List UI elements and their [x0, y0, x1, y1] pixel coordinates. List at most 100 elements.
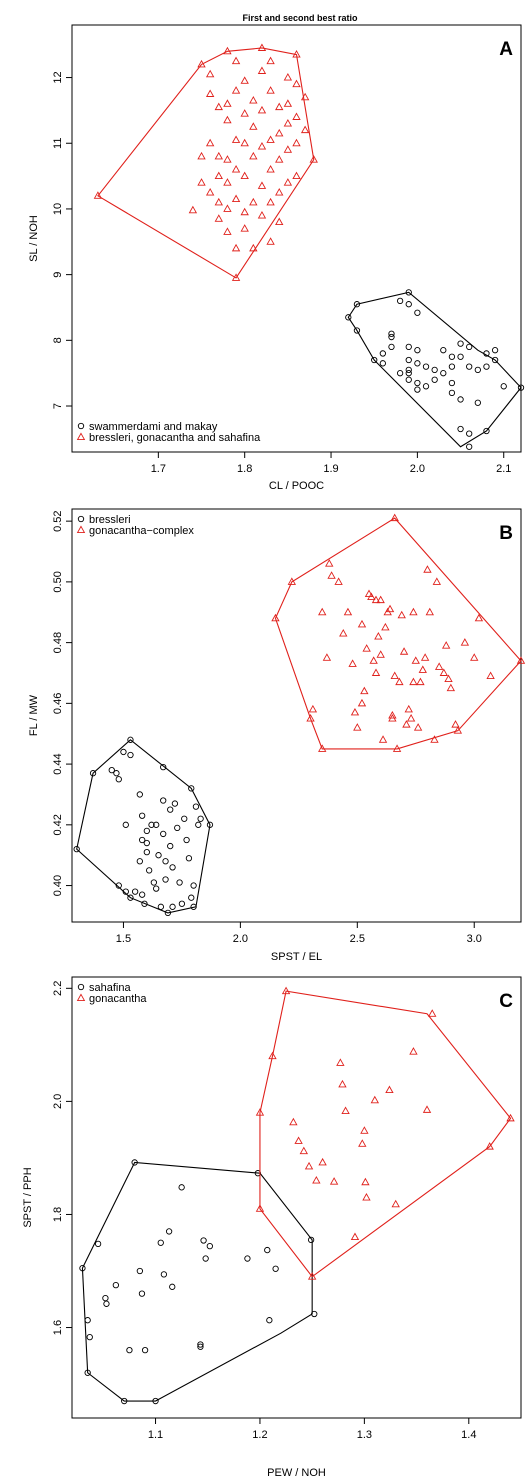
x-axis-label: CL / POOC [269, 480, 324, 492]
y-tick-label: 0.46 [52, 693, 64, 714]
data-point-circle [307, 1236, 315, 1244]
data-point-triangle [416, 677, 425, 686]
data-point-circle [388, 333, 395, 341]
data-point-circle [176, 879, 183, 886]
x-tick-label: 1.4 [461, 1429, 476, 1441]
data-point-circle [120, 748, 127, 756]
panel-letter: B [499, 523, 513, 544]
data-point-triangle [223, 178, 232, 186]
x-tick-label: 1.1 [148, 1429, 163, 1441]
data-point-triangle [223, 155, 232, 163]
data-point-triangle [411, 656, 420, 664]
data-point-circle [143, 849, 150, 856]
chart-panel-c: 1.1 1.2 1.3 1.4 1.6 1.8 2.0 2.2 PEW / NOH SPST / … [22, 976, 522, 1479]
plot-frame [71, 508, 522, 923]
y-tick-label: 0.48 [52, 632, 64, 653]
data-point-circle [94, 1240, 102, 1248]
legend-label: bressleri [89, 514, 131, 526]
data-point-triangle [318, 744, 327, 752]
data-point-triangle [214, 151, 223, 160]
data-point-circle [405, 370, 412, 377]
data-point-triangle [266, 56, 275, 65]
x-tick-label: 2.0 [410, 463, 425, 475]
data-point-circle [171, 800, 179, 807]
data-point-triangle [283, 99, 293, 107]
y-tick-label: 10 [52, 203, 64, 215]
data-point-circle [457, 353, 464, 360]
data-point-circle [448, 379, 456, 387]
y-tick-label: 0.44 [52, 753, 64, 774]
convex-hull [97, 47, 315, 279]
data-point-triangle [388, 710, 397, 719]
data-point-circle [121, 1397, 128, 1405]
data-point-circle [157, 903, 165, 910]
data-point-triangle [214, 197, 223, 206]
data-point-circle [440, 347, 447, 354]
data-point-triangle [338, 1079, 347, 1088]
data-point-triangle [360, 686, 369, 695]
x-axis-label: PEW / NOH [267, 1467, 326, 1479]
data-point-triangle [249, 122, 258, 130]
data-point-circle [379, 360, 386, 367]
data-point-triangle [300, 92, 310, 101]
convex-hull [274, 517, 522, 750]
data-point-circle [405, 289, 412, 296]
data-point-triangle [318, 607, 327, 616]
data-point-circle [405, 366, 412, 374]
legend-marker-circle [77, 515, 85, 523]
data-point-triangle [341, 1106, 350, 1114]
chart-panel-a: 1.7 1.8 1.9 2.0 2.1 7 8 9 10 11 12 CL / POOC SL / NO… [28, 24, 525, 492]
data-point-circle [396, 297, 404, 305]
x-tick-label: 1.5 [116, 933, 131, 945]
legend-marker-triangle [76, 432, 86, 440]
data-point-circle [148, 821, 155, 828]
data-point-circle [414, 309, 421, 316]
y-tick-label: 1.8 [52, 1207, 64, 1222]
data-point-circle [200, 1237, 207, 1244]
x-axis-label: SPST / EL [271, 951, 322, 963]
data-point-triangle [266, 86, 275, 94]
data-point-circle [206, 1242, 213, 1250]
data-point-circle [422, 383, 430, 390]
x-tick-label: 2.0 [233, 933, 248, 945]
y-tick-label: 0.40 [52, 875, 64, 896]
data-point-circle [414, 347, 421, 354]
data-point-triangle [257, 210, 267, 219]
data-point-circle [345, 314, 352, 321]
data-point-circle [131, 888, 139, 895]
data-point-triangle [231, 273, 241, 281]
x-tick-label: 1.8 [237, 463, 252, 475]
data-point-triangle [240, 207, 249, 216]
data-point-circle [102, 1294, 109, 1302]
data-point-triangle [257, 142, 267, 150]
data-point-triangle [430, 735, 439, 743]
data-point-circle [113, 770, 120, 777]
data-point-circle [197, 815, 204, 822]
data-point-triangle [266, 197, 275, 206]
data-point-circle [431, 376, 438, 383]
data-point-circle [244, 1255, 251, 1262]
data-point-circle [272, 1265, 279, 1272]
x-tick-label: 3.0 [467, 933, 482, 945]
data-point-circle [474, 366, 481, 374]
data-point-circle [112, 1281, 120, 1289]
data-point-circle [79, 1265, 86, 1272]
data-point-circle [162, 858, 169, 865]
data-point-triangle [395, 677, 404, 686]
data-point-circle [160, 1271, 168, 1278]
data-point-circle [84, 1317, 91, 1324]
data-point-circle [202, 1255, 209, 1262]
y-tick-label: 12 [52, 71, 64, 83]
data-point-circle [115, 882, 122, 889]
data-point-triangle [214, 102, 223, 111]
y-tick-label: 9 [52, 272, 64, 278]
data-point-triangle [336, 1058, 345, 1066]
plot-frame [71, 24, 522, 453]
data-point-circle [165, 1228, 173, 1235]
data-point-circle [405, 376, 412, 383]
data-point-triangle [223, 204, 232, 212]
data-point-circle [122, 821, 129, 828]
data-point-circle [371, 356, 378, 364]
legend-marker-circle [77, 983, 85, 991]
